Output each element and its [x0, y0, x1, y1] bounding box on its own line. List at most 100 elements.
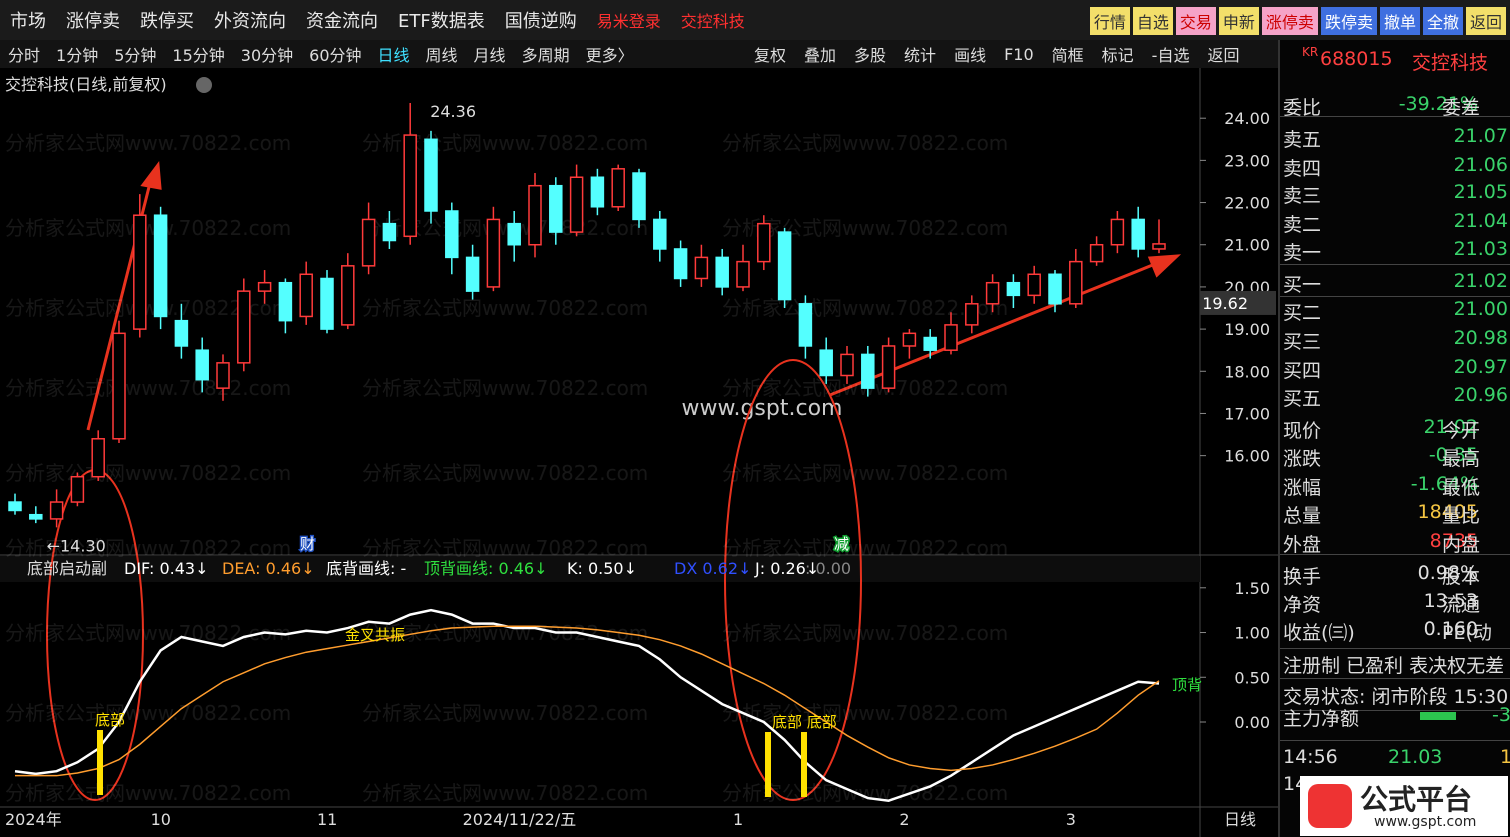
separator — [1280, 264, 1510, 265]
menu-button[interactable]: 申新 — [1218, 7, 1259, 35]
y-tick-label: 0.50 — [1234, 668, 1270, 687]
tool-button[interactable]: 标记 — [1101, 46, 1134, 65]
period-tab[interactable]: 周线 — [425, 46, 458, 65]
legend-item: DX 0.62↓ — [674, 559, 751, 578]
indicator-line — [14, 608, 1160, 803]
quote-value: 21.02 — [1423, 416, 1478, 438]
candle-body — [1110, 218, 1125, 246]
logo-url: www.gspt.com — [1374, 814, 1477, 830]
quote-label: 买四 — [1283, 360, 1322, 382]
tick-vol: 1 — [1500, 746, 1510, 768]
period-tab[interactable]: 15分钟 — [172, 46, 225, 65]
tool-button[interactable]: 简框 — [1051, 46, 1084, 65]
flow-bar — [1420, 712, 1456, 720]
candle-body — [8, 501, 22, 512]
y-tick-label: 17.00 — [1224, 404, 1270, 423]
chart-area: 交控科技(日线,前复权) 日线 www.gspt.com 分析家公式网www.7… — [0, 68, 1278, 837]
period-tab[interactable]: 多周期 — [521, 46, 570, 65]
candle-body — [965, 303, 979, 326]
tool-button[interactable]: 多股 — [854, 46, 887, 65]
legend-item: 底背画线: - — [326, 559, 406, 578]
candle-body — [237, 290, 251, 364]
period-tab[interactable]: 1分钟 — [56, 46, 99, 65]
candle-body — [985, 281, 1000, 305]
candle-body — [777, 231, 792, 301]
separator — [1280, 710, 1510, 711]
menu-button[interactable]: 跌停卖 — [1320, 7, 1377, 35]
menu-item[interactable]: 资金流向 — [306, 11, 378, 32]
cursor-price: 19.62 — [1202, 294, 1248, 313]
legend-item: J: 0.26↓ — [754, 559, 819, 578]
period-tab[interactable]: 分时 — [8, 46, 41, 65]
period-tab[interactable]: 日线 — [377, 46, 410, 65]
candle-body — [1152, 243, 1166, 250]
candle-body — [153, 214, 168, 318]
x-tick-label: 1 — [733, 810, 743, 829]
period-tab[interactable]: 更多〉 — [585, 46, 634, 65]
quote-label: 买五 — [1283, 388, 1322, 410]
menu-button[interactable]: 涨停卖 — [1261, 7, 1318, 35]
menu-item[interactable]: 市场 — [10, 11, 46, 32]
y-tick-label: 24.00 — [1224, 109, 1270, 128]
watermark: 分析家公式网www.70822.com — [362, 781, 648, 805]
candle-body — [757, 222, 771, 263]
menu-button[interactable]: 返回 — [1465, 7, 1506, 35]
signal-label: 底部 底部 — [772, 713, 837, 731]
arrowhead — [1147, 254, 1182, 278]
quote-tail: 今开 — [1442, 420, 1481, 442]
quote-value: 18405 — [1417, 501, 1478, 523]
candle-body — [902, 332, 917, 347]
menu-item[interactable]: ETF数据表 — [398, 11, 485, 32]
quote-label: 买三 — [1283, 331, 1322, 353]
menu-item[interactable]: 跌停买 — [140, 11, 194, 32]
candle-body — [341, 265, 355, 326]
candle-body — [736, 260, 750, 288]
tick-price: 21.03 — [1388, 746, 1443, 768]
site-watermark: www.gspt.com — [682, 396, 843, 421]
quote-tail: 委差 — [1442, 97, 1481, 119]
menu-item[interactable]: 国债逆购 — [504, 11, 577, 32]
tool-button[interactable]: 返回 — [1207, 46, 1240, 65]
candle-body — [486, 218, 501, 288]
candle-body — [944, 324, 958, 351]
menu-button[interactable]: 交易 — [1175, 7, 1216, 35]
tool-button[interactable]: F10 — [1004, 44, 1034, 64]
separator — [1280, 554, 1510, 555]
period-tab[interactable]: 5分钟 — [114, 46, 157, 65]
tool-button[interactable]: 复权 — [754, 46, 787, 65]
period-tab[interactable]: 30分钟 — [240, 46, 294, 65]
x-tick-label: 11 — [317, 810, 337, 829]
tool-button[interactable]: 统计 — [904, 46, 937, 65]
watermark: 分析家公式网www.70822.com — [5, 536, 291, 560]
watermark: 分析家公式网www.70822.com — [362, 296, 648, 320]
tool-button[interactable]: 画线 — [954, 46, 987, 65]
quote-label: 卖二 — [1283, 214, 1322, 236]
quote-value: 20.96 — [1453, 384, 1508, 406]
menu-item[interactable]: 涨停卖 — [66, 11, 120, 32]
menu-button[interactable]: 全撤 — [1422, 7, 1463, 35]
quote-label: 外盘 — [1283, 534, 1322, 556]
period-tab[interactable]: 60分钟 — [309, 46, 362, 65]
candle-body — [549, 184, 563, 233]
menu-bar: 市场 涨停卖 跌停买 外资流向 资金流向 ETF数据表 国债逆购 易米登录 交控科技 行情 自选 交易… — [0, 0, 1510, 40]
separator — [1280, 678, 1510, 679]
candle-body — [174, 319, 189, 347]
menu-button[interactable]: 自选 — [1132, 7, 1173, 35]
candle-body — [91, 438, 105, 478]
quote-value: 20.97 — [1453, 356, 1508, 378]
quote-tail: PE(动 — [1442, 622, 1492, 644]
event-label: 减 — [834, 535, 849, 553]
menu-item[interactable]: 易米登录 — [596, 12, 661, 31]
quote-label: 现价 — [1283, 420, 1322, 442]
watermark: 分析家公式网www.70822.com — [722, 461, 1008, 485]
tool-button[interactable]: 叠加 — [804, 46, 837, 65]
quote-tail: 流通 — [1442, 594, 1481, 616]
menu-button[interactable]: 行情 — [1089, 7, 1130, 35]
flow-value: -3 — [1492, 704, 1510, 726]
menu-item[interactable]: 交控科技 — [680, 12, 745, 31]
period-tab[interactable]: 月线 — [473, 46, 506, 65]
quote-panel: KR 688015 交控科技 委比 -39.21% 委差 卖五 21.07 卖四 21.06 卖三 2… — [1278, 40, 1510, 837]
tool-button[interactable]: -自选 — [1151, 46, 1190, 65]
menu-button[interactable]: 撤单 — [1379, 7, 1420, 35]
menu-item[interactable]: 外资流向 — [214, 11, 286, 32]
